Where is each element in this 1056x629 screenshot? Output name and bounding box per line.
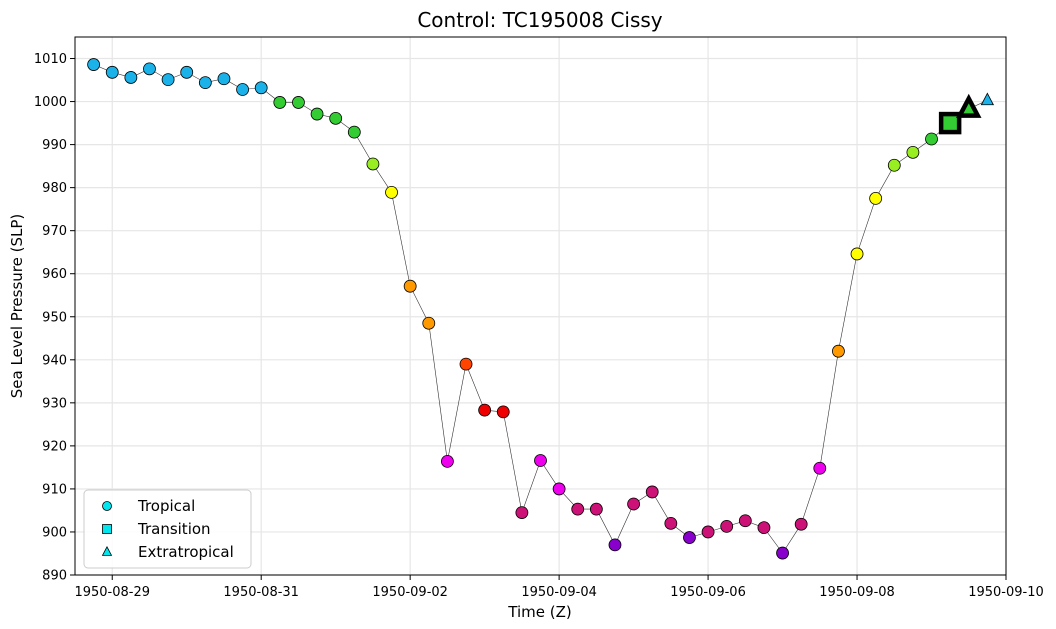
data-point-circle — [850, 247, 864, 261]
data-point-circle — [105, 65, 119, 79]
y-tick-label: 1010 — [34, 52, 67, 67]
data-point-circle — [589, 502, 603, 516]
legend-box — [83, 489, 252, 569]
data-point-circle — [87, 58, 101, 71]
data-point-circle — [571, 502, 585, 516]
x-tick-label: 1950-08-31 — [223, 585, 299, 600]
data-point-circle — [180, 65, 194, 79]
data-point-circle — [869, 191, 883, 205]
data-point-circle — [292, 96, 305, 109]
data-point-square-highlight — [938, 111, 962, 135]
data-point-circle — [832, 344, 845, 358]
data-point-circle — [236, 83, 249, 96]
data-point-circle — [347, 125, 361, 139]
y-tick-label: 980 — [42, 181, 67, 196]
data-point-circle — [925, 132, 938, 146]
y-tick-label: 950 — [42, 310, 67, 325]
data-point-circle — [794, 517, 808, 531]
legend-label: Extratropical — [138, 543, 234, 561]
x-axis-ticks: 1950-08-29 1950-08-31 1950-09-02 1950-09-04… — [74, 575, 1044, 600]
chart-title: Control: TC195008 Cissy — [417, 8, 662, 32]
data-point-circle — [124, 71, 138, 84]
y-tick-label: 910 — [42, 482, 67, 497]
data-points — [87, 58, 995, 560]
data-point-circle — [310, 107, 324, 121]
x-axis-title: Time (Z) — [507, 603, 571, 621]
y-tick-label: 970 — [42, 224, 67, 239]
y-tick-label: 890 — [42, 569, 67, 584]
legend-label: Transition — [137, 520, 211, 538]
y-tick-label: 1000 — [34, 95, 67, 110]
y-tick-label: 960 — [42, 267, 67, 282]
x-tick-label: 1950-09-06 — [670, 585, 746, 600]
data-point-circle — [198, 76, 212, 90]
legend-marker-circle — [102, 501, 112, 511]
data-point-triangle — [980, 92, 995, 106]
x-tick-label: 1950-08-29 — [74, 585, 150, 600]
plot-frame — [74, 36, 1007, 576]
data-point-triangle-highlight — [956, 93, 982, 118]
data-point-circle — [496, 405, 510, 419]
data-point-circle — [534, 454, 547, 467]
data-point-circle — [720, 519, 734, 533]
x-tick-label: 1950-09-10 — [968, 585, 1044, 600]
data-point-circle — [552, 482, 566, 496]
data-point-circle — [273, 96, 287, 109]
data-point-circle — [385, 185, 398, 199]
y-axis-title: Sea Level Pressure (SLP) — [8, 214, 26, 399]
y-tick-label: 920 — [42, 439, 67, 454]
data-point-circle — [738, 514, 752, 528]
data-point-circle — [683, 531, 696, 544]
data-point-circle — [645, 485, 659, 499]
data-point-circle — [440, 454, 454, 468]
legend: Tropical Transition Extratropical — [83, 489, 252, 569]
y-tick-label: 990 — [42, 138, 67, 153]
data-point-circle — [329, 111, 343, 125]
data-point-circle — [608, 538, 622, 552]
data-point-circle — [254, 81, 268, 95]
x-tick-label: 1950-09-04 — [521, 585, 597, 600]
data-point-circle — [143, 62, 156, 76]
legend-marker-square — [102, 524, 112, 534]
legend-label: Tropical — [137, 497, 195, 515]
y-tick-label: 930 — [42, 396, 67, 411]
data-point-circle — [906, 145, 920, 159]
data-point-circle — [757, 521, 771, 535]
y-axis-ticks: 890 900 910 920 930 940 950 960 970 980 990 1000 101… — [34, 52, 75, 584]
data-point-circle — [459, 357, 473, 371]
data-point-circle — [422, 316, 436, 330]
y-tick-label: 900 — [42, 525, 67, 540]
data-point-circle — [776, 546, 789, 560]
data-point-circle — [478, 403, 492, 417]
x-tick-label: 1950-09-08 — [819, 585, 895, 600]
data-point-circle — [515, 506, 529, 519]
data-point-circle — [366, 157, 380, 171]
data-point-circle — [217, 72, 231, 86]
data-point-circle — [161, 73, 175, 87]
data-point-circle — [813, 461, 827, 475]
data-point-circle — [887, 158, 901, 172]
data-point-circle — [403, 279, 417, 293]
x-tick-label: 1950-09-02 — [372, 585, 448, 600]
data-point-circle — [664, 516, 678, 530]
data-point-circle — [627, 497, 640, 511]
legend-marker-triangle — [101, 545, 113, 556]
data-point-circle — [701, 525, 715, 539]
y-tick-label: 940 — [42, 353, 67, 368]
